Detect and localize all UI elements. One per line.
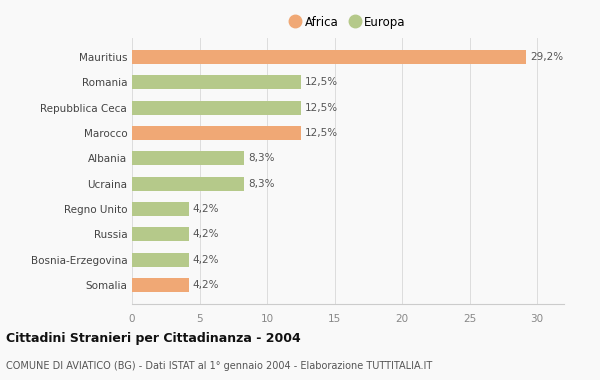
Text: 4,2%: 4,2% (193, 280, 219, 290)
Text: COMUNE DI AVIATICO (BG) - Dati ISTAT al 1° gennaio 2004 - Elaborazione TUTTITALI: COMUNE DI AVIATICO (BG) - Dati ISTAT al … (6, 361, 432, 370)
Bar (132, 151, 244, 165)
Bar (132, 177, 244, 191)
Bar (132, 253, 188, 267)
Text: 29,2%: 29,2% (530, 52, 563, 62)
Bar (132, 75, 301, 89)
Text: 4,2%: 4,2% (193, 229, 219, 239)
Text: 8,3%: 8,3% (248, 154, 275, 163)
Text: Cittadini Stranieri per Cittadinanza - 2004: Cittadini Stranieri per Cittadinanza - 2… (6, 332, 301, 345)
Text: 12,5%: 12,5% (305, 103, 338, 113)
Text: 12,5%: 12,5% (305, 78, 338, 87)
Bar (132, 278, 188, 292)
Bar (132, 101, 301, 115)
Text: 8,3%: 8,3% (248, 179, 275, 188)
Bar (132, 227, 188, 241)
Bar (132, 202, 188, 216)
Bar (132, 50, 526, 64)
Bar (132, 126, 301, 140)
Legend: Africa, Europa: Africa, Europa (287, 12, 409, 32)
Text: 4,2%: 4,2% (193, 255, 219, 264)
Text: 4,2%: 4,2% (193, 204, 219, 214)
Text: 12,5%: 12,5% (305, 128, 338, 138)
